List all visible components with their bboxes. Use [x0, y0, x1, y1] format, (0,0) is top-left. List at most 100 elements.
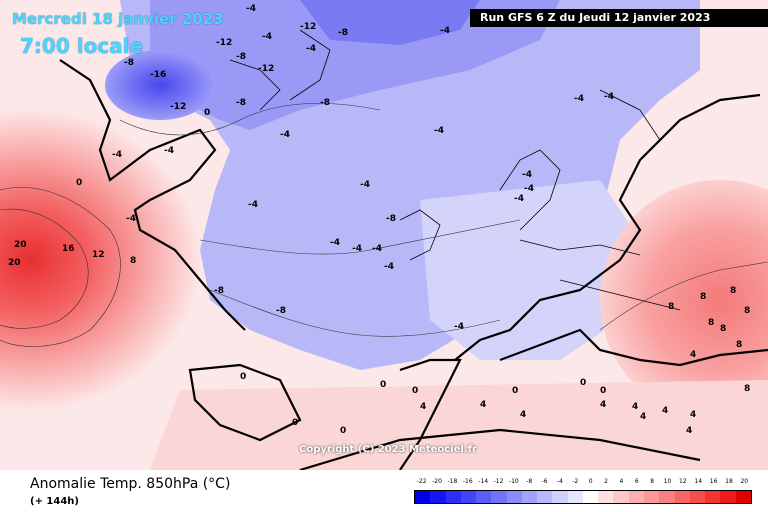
- color-scale-swatch: [460, 491, 477, 503]
- contour-label: -4: [248, 200, 258, 210]
- contour-label: 8: [720, 324, 727, 334]
- color-scale: -22 -20 -18 -16 -14 -12 -10 -8 -6 -4 -2 0 2 4 6 8 10 12 14…: [414, 478, 752, 504]
- footer: Anomalie Temp. 850hPa (°C) (+ 144h) -22-…: [0, 470, 768, 512]
- contour-label: 0: [412, 386, 419, 396]
- contour-label: -4: [574, 94, 584, 104]
- contour-label: 20: [14, 240, 27, 250]
- contour-label: -4: [604, 92, 614, 102]
- contour-label: -8: [320, 98, 330, 108]
- contour-label: -4: [514, 194, 524, 204]
- contour-label: -8: [124, 58, 134, 68]
- forecast-time: 7:00 locale: [20, 34, 144, 58]
- color-scale-swatch: [613, 491, 629, 503]
- contour-label: 8: [700, 292, 707, 302]
- contour-label: 0: [512, 386, 519, 396]
- contour-label: -4: [280, 130, 290, 140]
- contour-label: -4: [372, 244, 382, 254]
- color-scale-swatch: [491, 491, 507, 503]
- color-scale-swatch: [476, 491, 492, 503]
- contour-label: 4: [662, 406, 669, 416]
- contour-label: 0: [340, 426, 347, 436]
- color-scale-tick-label: 0: [588, 478, 593, 485]
- color-scale-swatch: [506, 491, 522, 503]
- color-scale-swatch: [430, 491, 446, 503]
- color-scale-tick-label: -18: [447, 478, 458, 485]
- contour-label: -4: [246, 4, 256, 14]
- color-scale-tick-label: -6: [541, 478, 548, 485]
- color-scale-swatch: [415, 491, 431, 503]
- color-scale-swatch: [537, 491, 553, 503]
- contour-label: 16: [62, 244, 75, 254]
- color-scale-tick-label: 2: [604, 478, 608, 485]
- temperature-anomaly-map: [0, 0, 768, 470]
- contour-label: 0: [600, 386, 607, 396]
- color-scale-swatch: [720, 491, 736, 503]
- color-scale-tick-label: 10: [663, 478, 672, 485]
- color-scale-swatch: [643, 491, 660, 503]
- color-scale-tick-label: -14: [478, 478, 489, 485]
- forecast-date: Mercredi 18 janvier 2023: [12, 10, 224, 28]
- contour-label: -8: [236, 98, 246, 108]
- contour-label: -4: [164, 146, 174, 156]
- contour-label: -4: [384, 262, 394, 272]
- color-scale-tick-label: 14: [694, 478, 703, 485]
- color-scale-swatch: [705, 491, 721, 503]
- contour-label: 0: [76, 178, 83, 188]
- contour-label: 0: [580, 378, 587, 388]
- color-scale-swatch: [598, 491, 614, 503]
- contour-label: 8: [744, 306, 751, 316]
- contour-label: 8: [736, 340, 743, 350]
- contour-label: 8: [708, 318, 715, 328]
- contour-label: -4: [360, 180, 370, 190]
- contour-label: 8: [744, 384, 751, 394]
- color-scale-tick-label: -12: [493, 478, 504, 485]
- color-scale-tick-label: 18: [725, 478, 733, 485]
- contour-label: 4: [600, 400, 607, 410]
- color-scale-tick-label: 4: [619, 478, 624, 485]
- color-scale-tick-label: -16: [462, 478, 473, 485]
- color-scale-tick-label: 12: [679, 478, 687, 485]
- color-scale-tick-label: -20: [432, 478, 442, 485]
- contour-label: 8: [130, 256, 137, 266]
- contour-label: 8: [668, 302, 675, 312]
- contour-label: -4: [330, 238, 340, 248]
- contour-label: 0: [380, 380, 387, 390]
- contour-label: -4: [306, 44, 316, 54]
- color-scale-tick-label: 6: [634, 478, 639, 485]
- contour-label: 0: [204, 108, 211, 118]
- color-scale-bar: [414, 490, 752, 504]
- contour-label: 20: [8, 258, 21, 268]
- contour-label: -8: [338, 28, 348, 38]
- contour-label: 4: [480, 400, 487, 410]
- color-scale-swatch: [659, 491, 675, 503]
- color-scale-tick-label: -8: [526, 478, 533, 485]
- contour-label: 4: [690, 410, 697, 420]
- contour-label: -4: [112, 150, 122, 160]
- map-title: Anomalie Temp. 850hPa (°C): [30, 476, 231, 492]
- color-scale-swatch: [689, 491, 706, 503]
- color-scale-swatch: [582, 491, 599, 503]
- color-scale-labels: -22 -20 -18 -16 -14 -12 -10 -8 -6 -4 -2 0 2 4 6 8 10 12 14…: [414, 478, 752, 488]
- contour-label: -4: [126, 214, 136, 224]
- contour-label: -4: [262, 32, 272, 42]
- contour-label: -12: [258, 64, 275, 74]
- contour-label: -12: [216, 38, 233, 48]
- contour-label: 4: [686, 426, 693, 436]
- copyright-text: Copyright (C) 2023 Meteociel.fr: [299, 444, 477, 455]
- color-scale-tick-label: 16: [709, 478, 718, 485]
- contour-label: -8: [386, 214, 396, 224]
- color-scale-swatch: [567, 491, 583, 503]
- contour-label: 4: [632, 402, 639, 412]
- color-scale-swatch: [674, 491, 690, 503]
- contour-label: 4: [640, 412, 647, 422]
- color-scale-tick-label: 20: [740, 478, 749, 485]
- color-scale-tick-label: -4: [556, 478, 563, 485]
- contour-label: -12: [300, 22, 317, 32]
- contour-label: -8: [276, 306, 286, 316]
- contour-label: 8: [730, 286, 737, 296]
- contour-label: -12: [170, 102, 187, 112]
- color-scale-swatch: [628, 491, 644, 503]
- contour-label: -4: [440, 26, 450, 36]
- contour-label: -16: [150, 70, 167, 80]
- color-scale-swatch: [735, 491, 751, 503]
